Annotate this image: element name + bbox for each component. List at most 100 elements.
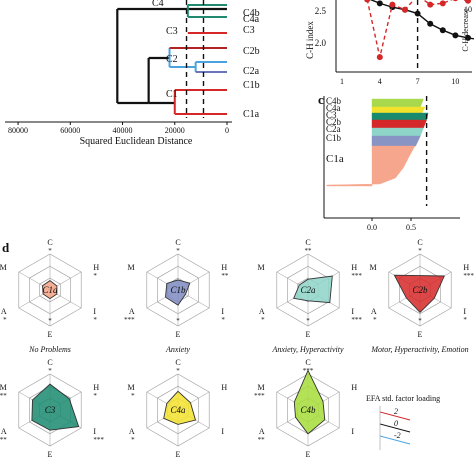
radar-axis-label: I	[351, 427, 354, 436]
radar-axis-label: I	[93, 307, 96, 316]
radar-significance-stars: *	[373, 316, 377, 324]
silh-band-c3	[371, 112, 429, 121]
radar-axis-label: A	[129, 427, 135, 436]
radar-cluster-label: C3	[45, 405, 56, 415]
radar-axis-label: H	[351, 263, 357, 272]
silh-band-c1b	[371, 135, 421, 147]
dendro-leaf-label: C3	[243, 25, 255, 36]
radar-significance-stars: *	[48, 367, 52, 375]
radar-significance-stars: ***	[93, 436, 104, 444]
radar-axis-label: I	[351, 307, 354, 316]
radar-shape	[42, 280, 58, 300]
silh-x-tick-label: 0.5	[406, 223, 416, 232]
radar-axis-label: M	[258, 383, 265, 392]
radar-significance-stars: *	[176, 247, 180, 255]
ch-y-axis-label: C-H index	[305, 21, 315, 59]
radar-axis-label: M	[0, 263, 7, 272]
dendro-leaf-label: C2a	[243, 66, 260, 77]
silh-label: C1b	[326, 133, 342, 143]
radar-axis-label: M	[370, 263, 377, 272]
radar-axis-label: A	[1, 427, 7, 436]
radar-axis-label: C	[175, 238, 180, 247]
radar-axis-label: C	[47, 238, 52, 247]
radar-axis-label: I	[93, 427, 96, 436]
radar-legend-tick: -2	[394, 431, 401, 440]
radar-axis-label: E	[306, 450, 311, 459]
radar-caption: Motor, Hyperactivity, Emotion	[370, 345, 468, 354]
radar-significance-stars: *	[418, 247, 422, 255]
radar-significance-stars: *	[463, 316, 467, 324]
radar-legend-title: EFA std. factor loading	[366, 394, 440, 403]
dendro-cluster-label: C3	[166, 26, 178, 37]
radar-significance-stars: *	[131, 436, 135, 444]
dendro-leaf-label: C1a	[243, 109, 260, 120]
ch-point-decrease	[376, 54, 383, 61]
ch-point-index	[465, 34, 471, 41]
ch-point-index	[414, 10, 421, 17]
radar-significance-stars: ***	[0, 436, 7, 444]
dendro-x-tick-label: 20000	[165, 126, 185, 135]
radar-significance-stars: *	[176, 367, 180, 375]
ch-point-decrease	[402, 6, 408, 13]
ch-y-tick-label: 2.5	[315, 6, 327, 16]
radar-axis-label: A	[371, 307, 377, 316]
silh-band-c4a	[371, 106, 426, 114]
radar-significance-stars: *	[306, 317, 310, 325]
radar-axis-label: A	[129, 307, 135, 316]
radar-axis-label: E	[176, 450, 181, 459]
ch-point-index	[439, 27, 446, 34]
radar-legend-tick: 0	[394, 419, 398, 428]
radar-axis-label: I	[221, 307, 224, 316]
radar-axis-label: C	[47, 358, 52, 367]
radar-significance-stars: ***	[0, 392, 7, 400]
silh-label: C3	[326, 110, 337, 120]
radar-axis-label: E	[418, 330, 423, 339]
ch-point-decrease	[389, 1, 396, 8]
radar-axis-label: C	[305, 238, 310, 247]
radar-c3: C3C*H*I***EA***M***	[0, 358, 104, 459]
radar-cluster-label: C4b	[300, 405, 316, 415]
radar-legend: EFA std. factor loading 2 0 -2	[366, 394, 440, 450]
radar-shape	[163, 390, 197, 425]
ch-point-decrease	[364, 0, 371, 3]
ch-point-decrease	[465, 0, 471, 4]
silh-label: C4b	[326, 96, 342, 106]
radar-significance-stars: ***	[124, 316, 135, 324]
dendro-x-axis-label: Squared Euclidean Distance	[80, 136, 193, 147]
radar-axis-label: C	[417, 238, 422, 247]
dendro-leaf-label: C4b	[243, 8, 260, 19]
dendro-leaf-label: C1b	[243, 80, 260, 91]
radar-axis-label: A	[259, 427, 265, 436]
radar-significance-stars: *	[261, 316, 265, 324]
radar-axis-label: H	[221, 263, 227, 272]
panel-label-c: c	[318, 92, 324, 107]
silh-label: C1a	[326, 153, 344, 165]
radar-legend-line	[379, 411, 411, 421]
radar-significance-stars: *	[176, 317, 180, 325]
radar-axis-label: E	[48, 330, 53, 339]
radar-cluster-label: C4a	[170, 405, 186, 415]
ch-x-tick-label: 4	[378, 77, 382, 86]
radar-significance-stars: ***	[351, 272, 362, 280]
silh-label: C2b	[326, 117, 342, 127]
silh-label: C2a	[326, 124, 341, 134]
radar-axis-label: C	[305, 358, 310, 367]
radar-shape	[293, 369, 326, 435]
radar-shape	[393, 274, 445, 313]
radar-axis-label: A	[259, 307, 265, 316]
radar-significance-stars: **	[221, 272, 229, 280]
ch-point-index	[452, 32, 459, 39]
radar-significance-stars: *	[221, 316, 225, 324]
radar-axis-label: E	[306, 330, 311, 339]
radar-cluster-label: C1b	[170, 285, 186, 295]
radar-axis-label: M	[128, 263, 135, 272]
ch-point-decrease	[427, 1, 434, 8]
